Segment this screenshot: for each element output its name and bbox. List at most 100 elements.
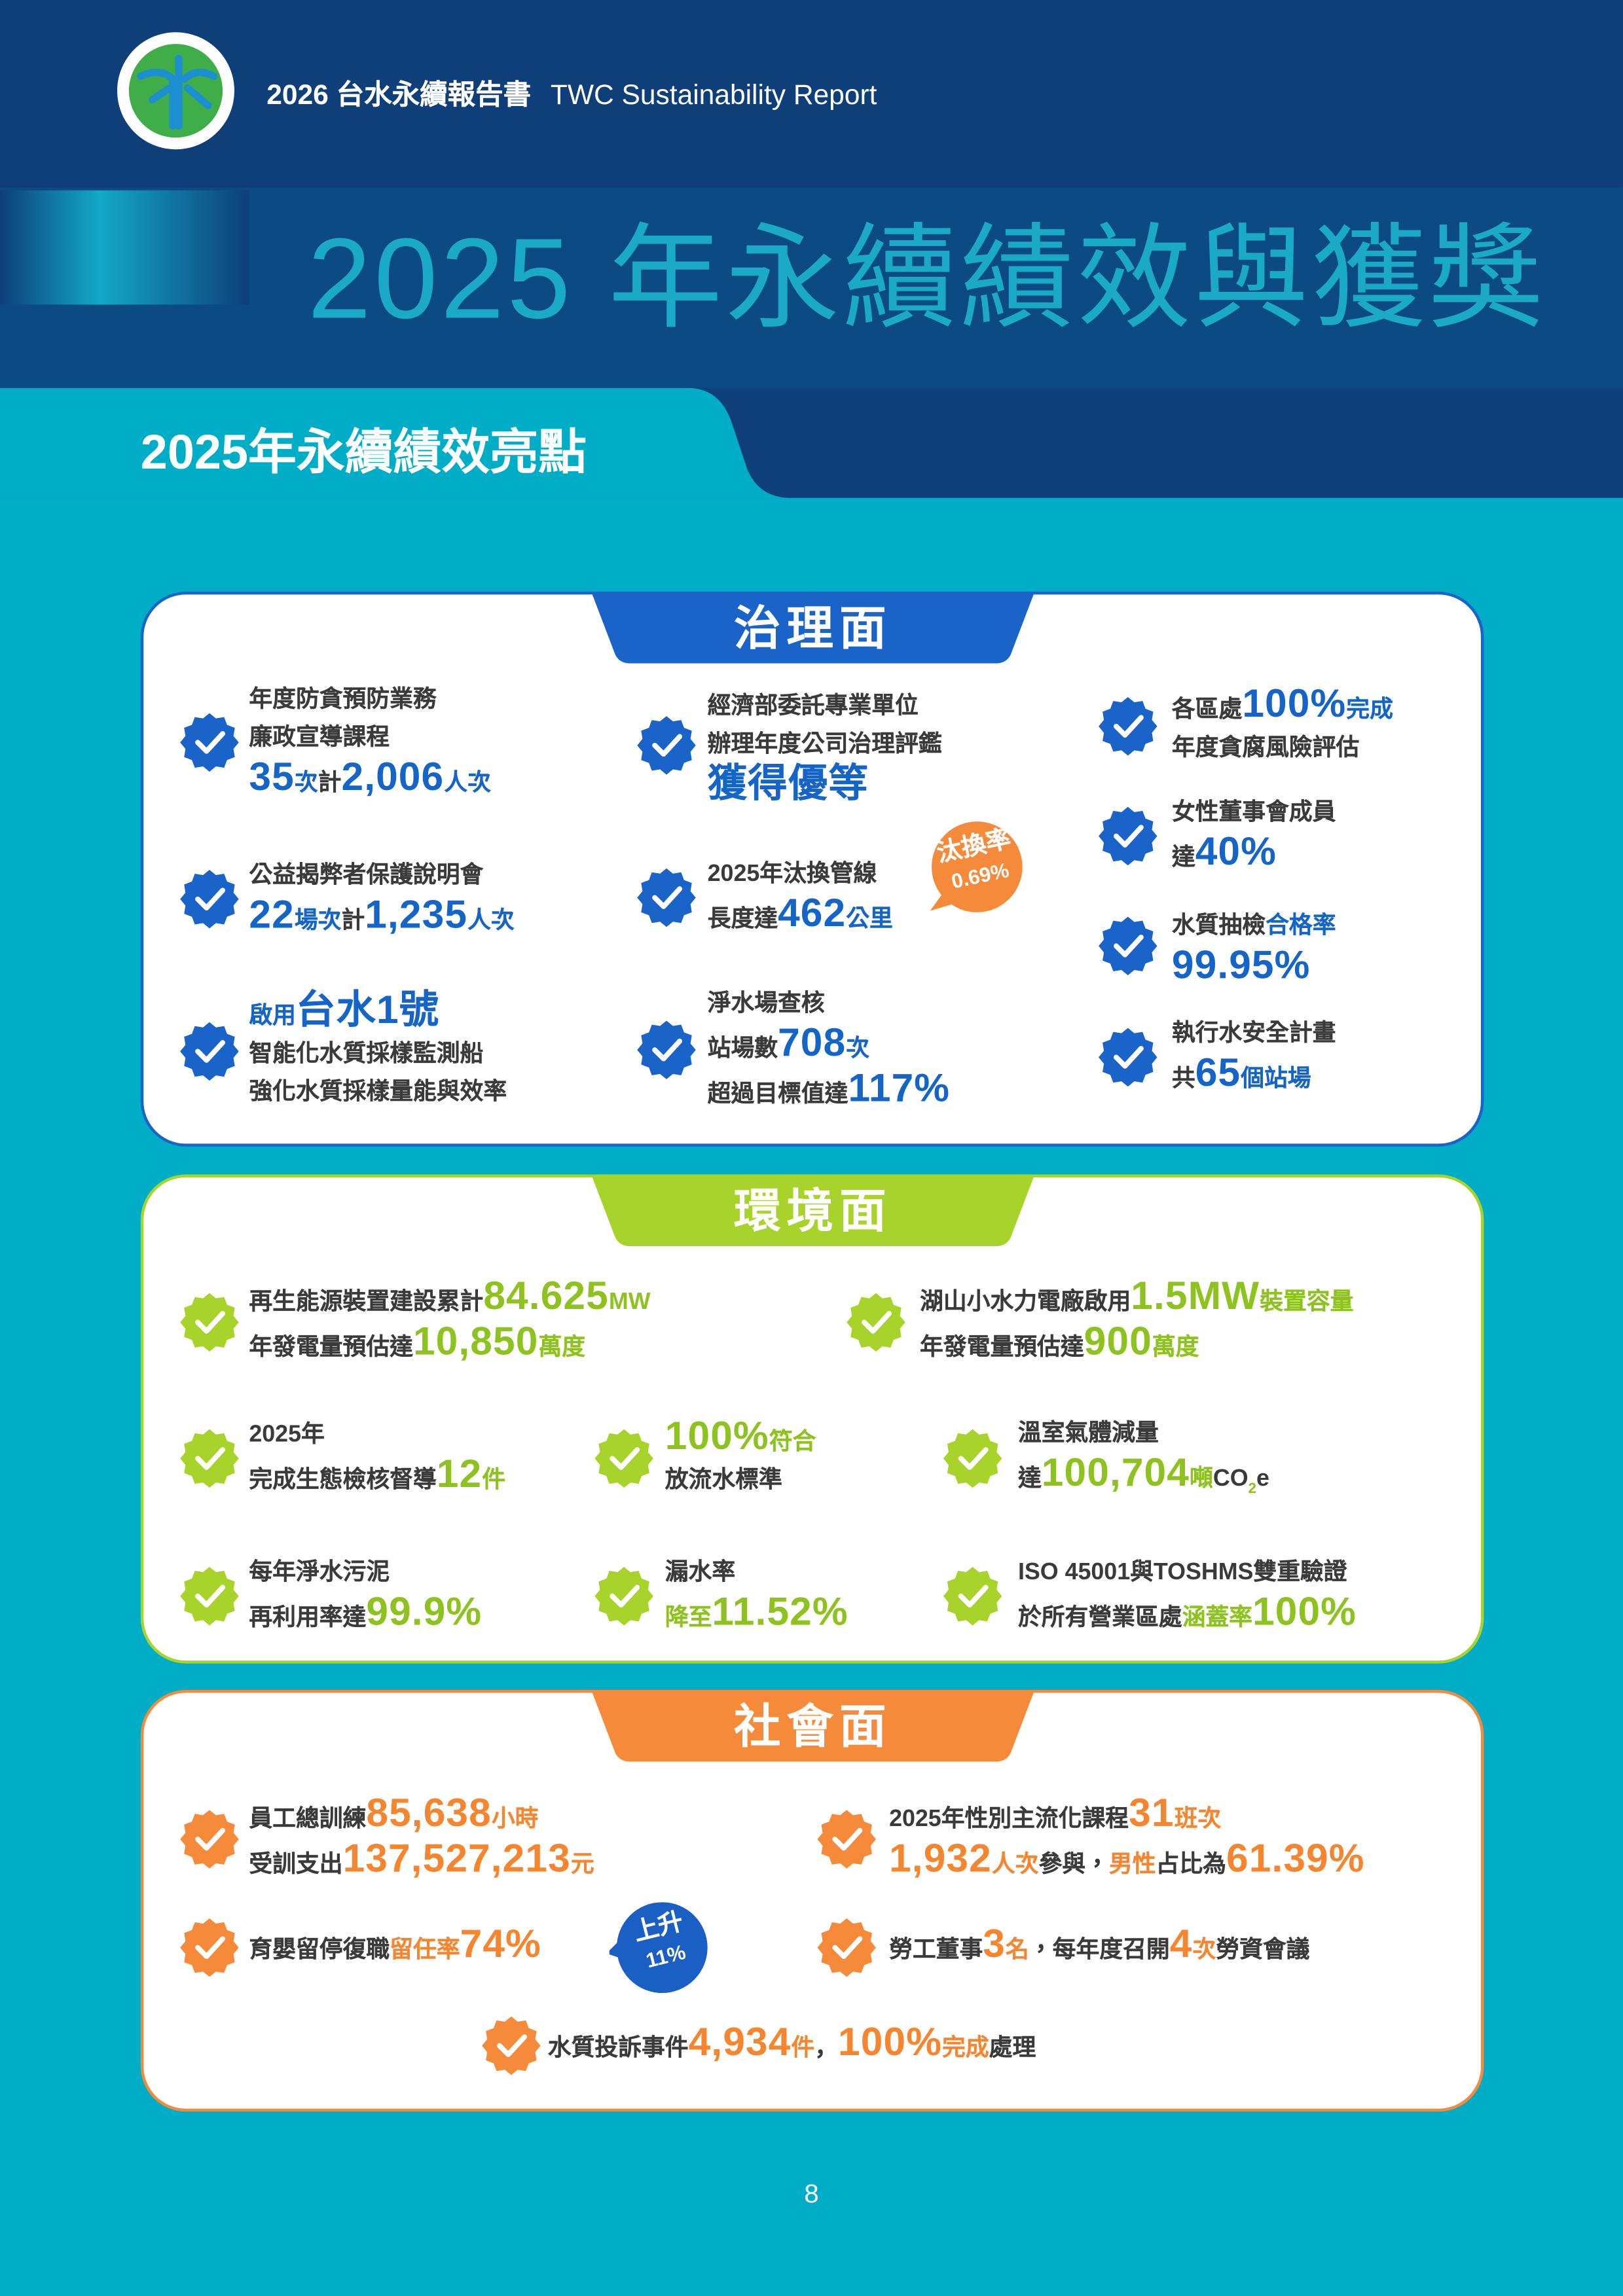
highlight-item: 湖山小水力電廠啟用 1.5MW 裝置容量 年發電量預估達 900 萬度 [920, 1274, 1353, 1368]
check-badge [180, 869, 239, 929]
highlight-item: 員工總訓練 85,638 小時 受訓支出 137,527,213 元 [249, 1791, 594, 1885]
item-line: 溫室氣體減量 [1018, 1415, 1269, 1453]
item-line: 水質投訴事件 4,934 件， 100% 完成 處理 [548, 2020, 1036, 2068]
check-badge [180, 1566, 239, 1626]
item-text: 年發電量預估達 [920, 1335, 1084, 1361]
item-text: 100% [838, 2020, 943, 2064]
item-text: 長度達 [707, 907, 778, 933]
item-line: 放流水標準 [665, 1462, 816, 1500]
item-text: 處理 [989, 2036, 1036, 2062]
item-text: 84.625 [483, 1274, 609, 1318]
item-text: 2025年汰換管線 [707, 861, 877, 887]
item-line: 2025年汰換管線 [708, 856, 893, 894]
item-text: 次 [846, 1037, 870, 1062]
item-text: 人次 [444, 770, 491, 797]
check-mark [195, 1310, 225, 1334]
item-text: 件 [482, 1467, 506, 1493]
highlight-item: 再生能源裝置建設累計 84.625 MW 年發電量預估達 10,850 萬度 [249, 1274, 650, 1368]
highlight-item: 100% 符合 放流水標準 [665, 1416, 816, 1501]
check-mark [652, 1038, 683, 1062]
item-text: 元 [570, 1852, 594, 1878]
check-mark [195, 1447, 225, 1470]
highlight-item: 淨水場查核 站場數 708 次超過目標值達 117% [708, 986, 950, 1115]
item-text: 61.39% [1226, 1836, 1365, 1880]
item-text: 超過目標值達 [707, 1082, 848, 1107]
check-badge [943, 1429, 1002, 1488]
item-line: 達 100,704 噸 CO 2 e [1017, 1452, 1269, 1502]
check-badge [482, 2016, 541, 2075]
highlight-item: 漏水率 降至 11.52% [665, 1554, 848, 1638]
check-badge [180, 713, 239, 772]
check-mark [1113, 715, 1144, 738]
item-text: 117% [848, 1066, 951, 1110]
item-line: 再生能源裝置建設累計 84.625 MW [249, 1274, 650, 1322]
item-line: 站場數 708 次 [708, 1023, 950, 1069]
item-text: 溫室氣體減量 [1017, 1421, 1159, 1446]
item-text: 小時 [491, 1806, 539, 1832]
item-text: 65 [1195, 1050, 1241, 1095]
highlight-item: 2025年 完成生態檢核督導 12 件 [249, 1417, 505, 1501]
check-badge [1099, 1028, 1158, 1087]
highlight-item: 各區處 100% 完成 年度貪腐風險評估 [1172, 684, 1393, 768]
item-text: 達 [1017, 1466, 1042, 1492]
item-text: 水質抽檢 [1171, 914, 1266, 939]
item-text: 女性董事會成員 [1171, 800, 1336, 825]
item-text: 完成 [1346, 698, 1393, 723]
item-line: 35 次計 2,006 人次 [249, 757, 491, 803]
item-text: 年度防貪預防業務 [249, 687, 437, 713]
item-text: 漏水率 [665, 1560, 736, 1585]
panel-tab [591, 1175, 1034, 1246]
item-text: 85,638 [366, 1791, 492, 1835]
item-line: 水質抽檢 合格率 [1172, 908, 1336, 946]
item-text: 公益揭弊者保護說明會 [249, 863, 484, 888]
item-text: 99.95% [1171, 942, 1311, 987]
callout-pointer [609, 1939, 625, 1960]
item-line: 長度達 462 公里 [707, 893, 893, 939]
check-badge [637, 868, 696, 927]
highlight-item: 2025年汰換管線長度達 462 公里 [708, 856, 893, 940]
panel-title: 環境面 [733, 1185, 892, 1238]
check-badge [817, 1918, 876, 1977]
item-text: 台水1號 [295, 988, 440, 1032]
item-line: 湖山小水力電廠啟用 1.5MW 裝置容量 [920, 1274, 1353, 1322]
check-badge [594, 1566, 653, 1626]
panel-tab [591, 1691, 1034, 1762]
check-badge [637, 716, 696, 775]
item-line: 於所有營業區處 涵蓋率 100% [1018, 1592, 1357, 1638]
callout-circle [616, 1902, 708, 1994]
item-text: 留任率 [390, 1938, 460, 1964]
check-mark [958, 1447, 989, 1470]
check-badge [180, 1918, 239, 1977]
item-text: 達 [1171, 846, 1195, 871]
item-text: 合格率 [1266, 914, 1336, 939]
item-text: 班次 [1174, 1806, 1222, 1832]
item-text: 男性 [1108, 1852, 1156, 1878]
item-line: 女性董事會成員 [1172, 795, 1336, 833]
item-text: 育嬰留停復職 [249, 1938, 390, 1964]
highlight-item: 勞工董事 3 名，每年度召開 4 次勞資會議 [889, 1924, 1309, 1970]
item-text: 1.5MW [1131, 1274, 1260, 1318]
check-mark [195, 1936, 225, 1960]
item-line: 22 場次計 1,235 人次 [249, 895, 514, 941]
item-text: 於所有營業區處 [1017, 1605, 1182, 1631]
item-text: 再生能源裝置建設累計 [249, 1290, 484, 1316]
item-text: 強化水質採樣量能與效率 [249, 1080, 507, 1105]
highlight-item: ISO 45001與TOSHMS雙重驗證 於所有營業區處 涵蓋率 100% [1018, 1554, 1357, 1638]
item-line: 2025年性別主流化課程 31 班次 [889, 1793, 1365, 1839]
header-band [0, 0, 1623, 498]
item-text: 參與， [1038, 1852, 1109, 1878]
item-text: 計 [318, 770, 342, 797]
item-text: 22 [249, 892, 295, 937]
highlight-item: 水質投訴事件 4,934 件， 100% 完成 處理 [548, 2020, 1036, 2068]
panel-tab [591, 593, 1034, 664]
callout-pointer [930, 890, 960, 911]
section-title: 2025年永續績效亮點 [140, 424, 587, 479]
item-text: 計 [341, 908, 365, 934]
item-text: 名 [1006, 1938, 1029, 1964]
highlight-item: 每年淨水污泥 再利用率達 99.9% [249, 1554, 482, 1638]
item-text: 年發電量預估達 [249, 1335, 413, 1361]
